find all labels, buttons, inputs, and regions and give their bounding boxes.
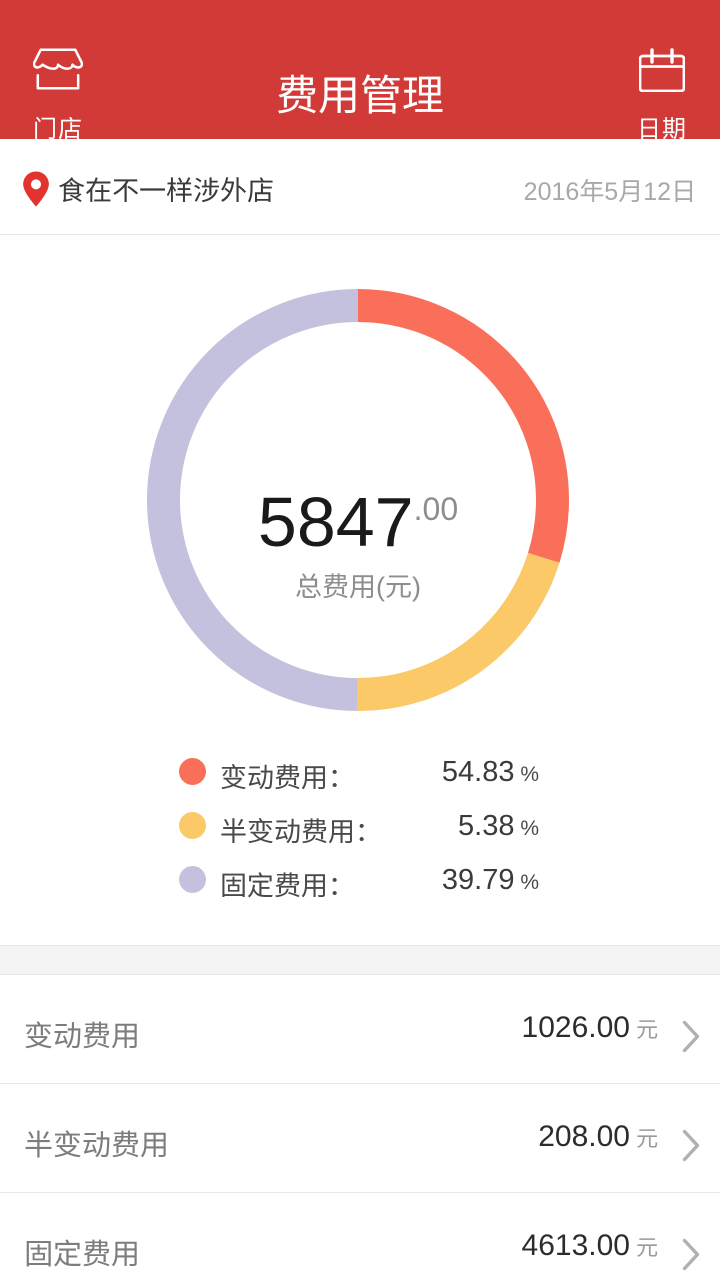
svg-text:5847.00: 5847.00 (258, 483, 458, 561)
svg-text:总费用(元): 总费用(元) (295, 572, 421, 602)
